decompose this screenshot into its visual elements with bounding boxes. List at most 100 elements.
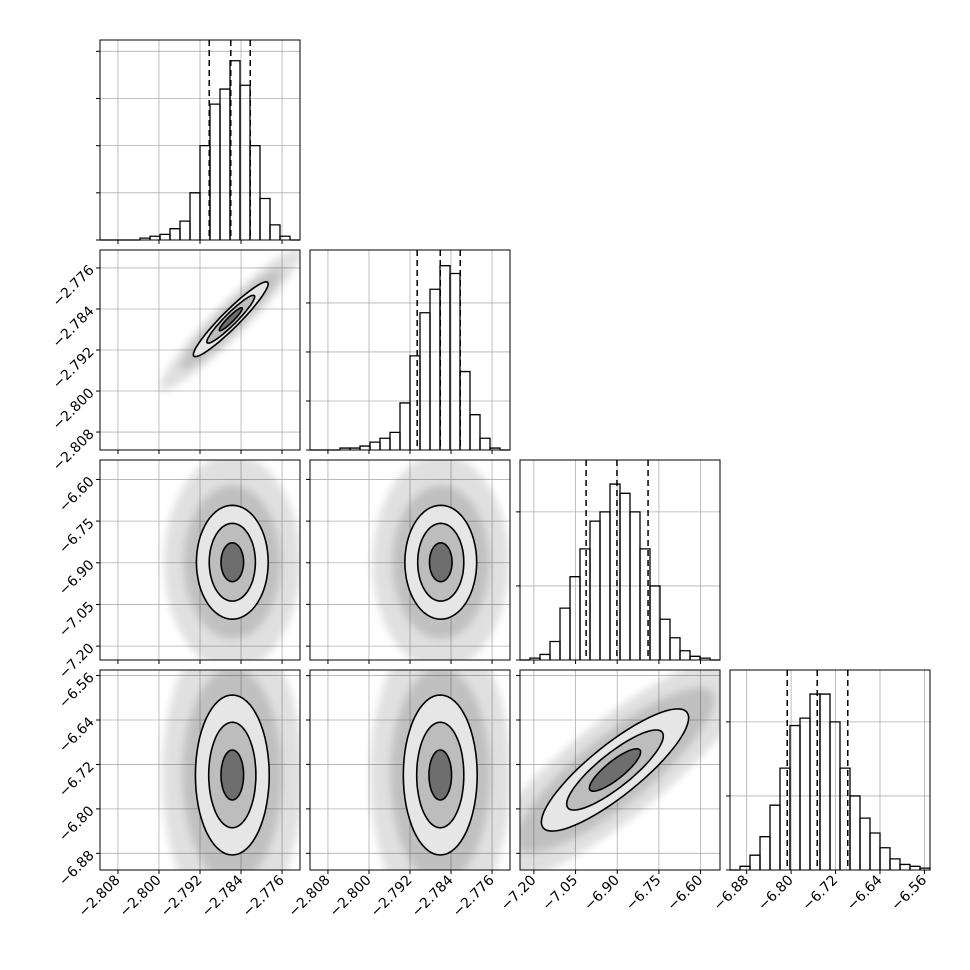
contour [218,306,243,332]
histogram-bin [879,847,891,870]
histogram-bin [779,767,791,870]
density [370,670,510,870]
panel-frame [519,669,721,871]
histogram-bin [439,265,451,450]
histogram-bin [739,865,751,870]
panel-frame [99,669,301,871]
x-tick-label: −7.05 [540,872,582,914]
histogram-bin [389,431,401,450]
histogram-bin [209,103,221,240]
histogram-bin [159,233,171,240]
histogram-bin [479,437,491,450]
histogram-bin [799,717,811,870]
x-tick-label: −6.56 [888,872,930,914]
histogram-bin [459,370,471,450]
histogram-bin [489,447,501,450]
histogram-bin [189,192,201,240]
histogram-bin [749,854,761,870]
y-tick-label: −2.800 [50,385,98,433]
x-tick-label: −2.776 [240,872,288,920]
contour [220,749,245,801]
histogram-bin [449,272,461,450]
x-tick-label: −6.64 [844,872,886,914]
x-tick-label: −2.808 [286,872,334,920]
x-tick-label: −7.20 [498,872,540,914]
histogram-bin [179,220,191,240]
histogram-bin [219,88,231,240]
histogram-bin [169,228,181,240]
histogram-bin [619,492,631,660]
histogram-bin [279,235,291,240]
contour [428,749,453,801]
histogram-bin [769,804,781,870]
contour [588,747,642,793]
histogram-bin [819,693,831,870]
histogram-bin [609,483,621,660]
histogram-bin [429,288,441,450]
histogram-bin [909,865,921,870]
density [164,460,300,660]
density [162,670,300,870]
histogram-bin [809,693,821,870]
y-tick-label: −6.75 [56,515,98,557]
histogram-bin [539,653,551,660]
contour [220,541,245,583]
panel-frame [309,249,511,451]
histogram-bin [669,637,681,660]
histogram-bin [859,817,871,870]
histogram-bin [589,520,601,660]
histogram-bin [549,640,561,660]
histogram-bin [759,836,771,870]
y-tick-label: −6.60 [56,474,98,516]
x-tick-label: −6.75 [623,872,665,914]
panel-frame [519,459,721,661]
y-tick-label: −6.88 [56,848,98,890]
x-tick-label: −6.72 [800,872,842,914]
histogram-bin [379,437,391,450]
histogram-bin [569,576,581,660]
y-tick-label: −2.792 [50,344,98,392]
histogram-bin [359,445,371,450]
panel-frame [99,459,301,661]
x-tick-label: −2.784 [199,872,247,920]
histogram-bin [579,548,591,660]
histogram-bin [679,650,691,660]
histogram-bin [149,235,161,240]
x-tick-label: −2.800 [327,872,375,920]
x-tick-label: −6.80 [755,872,797,914]
histogram-bin [259,197,271,240]
histogram-bin [239,84,251,240]
x-tick-label: −2.784 [409,872,457,920]
panel-frame [99,249,301,451]
histogram-bin [559,607,571,660]
histogram-bin [889,858,901,870]
histogram-bin [659,618,671,660]
y-tick-label: −2.808 [50,426,98,474]
panel-frame [309,459,511,661]
histogram-bin [269,224,281,240]
density [520,670,720,870]
panel-frame [99,39,301,241]
y-tick-label: −2.784 [50,303,98,351]
x-tick-label: −6.90 [581,872,623,914]
density [372,460,509,660]
contour [428,541,453,583]
x-tick-label: −6.88 [711,872,753,914]
x-tick-label: −2.792 [368,872,416,920]
x-tick-label: −2.792 [158,872,206,920]
histogram-bin [469,414,481,450]
histogram-bin [369,441,381,450]
histogram-bin [699,657,711,660]
histogram-bin [419,312,431,450]
x-tick-label: −2.808 [76,872,124,920]
histogram-bin [899,863,911,870]
x-tick-label: −2.800 [117,872,165,920]
histogram-bin [869,832,881,870]
x-tick-label: −6.60 [665,872,707,914]
histogram-bin [399,402,411,450]
histogram-bin [689,655,701,660]
y-tick-label: −7.05 [56,599,98,641]
histogram-bin [409,355,421,450]
